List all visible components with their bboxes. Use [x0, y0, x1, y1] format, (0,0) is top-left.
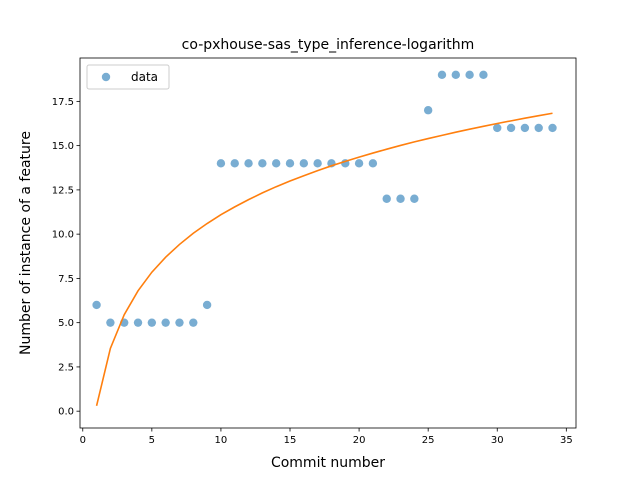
chart-title: co-pxhouse-sas_type_inference-logarithm — [182, 37, 475, 53]
data-point — [106, 318, 115, 327]
x-tick-label: 15 — [284, 435, 297, 446]
data-point — [258, 159, 267, 168]
data-point — [354, 159, 364, 168]
legend-label-data: data — [131, 70, 158, 84]
data-point — [92, 300, 101, 310]
fit-line — [95, 112, 553, 407]
data-point — [437, 70, 447, 80]
data-point — [520, 123, 530, 133]
data-point — [479, 70, 488, 80]
data-point — [175, 318, 184, 327]
data-point — [493, 123, 502, 133]
data-point — [244, 159, 253, 168]
data-point — [147, 318, 157, 327]
plot-layer — [92, 70, 557, 407]
y-tick-label: 7.5 — [58, 274, 74, 285]
x-tick-label: 20 — [353, 435, 366, 446]
x-tick-label: 5 — [149, 435, 155, 446]
data-point — [189, 318, 198, 327]
y-tick-label: 10.0 — [52, 230, 74, 241]
data-point — [382, 194, 391, 203]
plot-frame — [79, 57, 577, 429]
legend-marker-data — [101, 72, 111, 82]
y-tick-label: 2.5 — [58, 362, 74, 373]
data-point — [161, 318, 170, 327]
data-point — [313, 159, 322, 168]
data-point — [465, 70, 474, 80]
data-point — [534, 123, 543, 133]
data-point — [423, 106, 433, 115]
x-axis-label: Commit number — [271, 455, 385, 471]
legend: data — [86, 64, 170, 90]
x-tick-label: 0 — [80, 435, 86, 446]
data-point — [230, 159, 239, 168]
y-tick-label: 15.0 — [52, 141, 74, 152]
data-point — [548, 123, 557, 133]
y-axis-label: Number of instance of a feature — [18, 131, 34, 355]
data-point — [285, 159, 295, 168]
data-point — [410, 194, 419, 203]
y-tick-label: 0.0 — [58, 407, 74, 418]
x-tick-label: 30 — [491, 435, 504, 446]
data-point — [451, 70, 460, 80]
data-point — [396, 194, 405, 203]
y-tick-label: 5.0 — [58, 318, 74, 329]
data-point — [506, 123, 516, 133]
data-point — [133, 318, 143, 327]
y-tick-label: 17.5 — [52, 97, 74, 108]
legend-box — [86, 64, 170, 90]
data-point — [216, 159, 226, 168]
y-tick-label: 12.5 — [52, 185, 74, 196]
data-point — [299, 159, 309, 168]
x-tick-label: 35 — [560, 435, 573, 446]
x-tick-label: 10 — [215, 435, 228, 446]
data-point — [368, 159, 378, 168]
y-axis: 0.0 2.5 5.0 7.5 10.0 12.5 15.0 17.5 — [52, 97, 80, 418]
data-point — [202, 300, 212, 310]
data-point — [271, 159, 281, 168]
x-tick-label: 25 — [422, 435, 435, 446]
x-axis: 0 5 10 15 20 25 30 35 — [80, 428, 573, 446]
